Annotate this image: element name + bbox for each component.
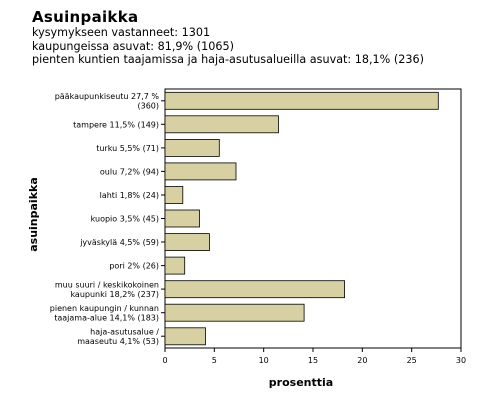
x-tick-label: 10 (259, 356, 269, 365)
chart-title: Asuinpaikka (32, 8, 139, 26)
rural-residents-line: pienten kuntien taajamissa ja haja-asutu… (32, 53, 424, 66)
bar (164, 303, 305, 322)
header: Asuinpaikka kysymykseen vastanneet: 1301… (32, 8, 424, 67)
category-label: muu suuri / keskikokoinen kaupunki 18,2% … (55, 280, 159, 299)
category-label: lahti 1,8% (24) (100, 191, 159, 200)
category-label-line: kuopio 3,5% (45) (91, 215, 159, 224)
x-axis-label: prosenttia (269, 376, 333, 389)
category-label-line: pienen kaupungin / kunnan (50, 304, 159, 313)
category-label-line: pori 2% (26) (109, 262, 159, 271)
category-label-line: kaupunki 18,2% (237) (70, 290, 159, 299)
bar (164, 186, 184, 204)
category-label-line: maaseutu 4,1% (53) (77, 337, 159, 346)
category-label: pääkaupunkiseutu 27,7 % (360) (55, 92, 160, 111)
category-label-line: oulu 7,2% (94) (100, 167, 159, 176)
category-label: kuopio 3,5% (45) (91, 215, 159, 224)
bar (164, 115, 279, 134)
x-tick-label: 20 (357, 356, 367, 365)
bar (164, 209, 200, 228)
x-tick-label: 15 (308, 356, 318, 365)
category-label-line: (360) (137, 102, 159, 111)
category-label: pori 2% (26) (109, 262, 159, 271)
category-label-line: haja-asutusalue / (90, 327, 159, 336)
x-tick-label: 25 (407, 356, 417, 365)
city-residents-line: kaupungeissa asuvat: 81,9% (1065) (32, 39, 234, 53)
category-label-line: turku 5,5% (71) (96, 144, 159, 153)
bar (164, 138, 220, 157)
x-tick-label: 5 (212, 356, 217, 365)
category-label: haja-asutusalue / maaseutu 4,1% (53) (77, 327, 159, 346)
respondents-line: kysymykseen vastanneet: 1301 (32, 26, 211, 39)
category-label: jyväskylä 4,5% (59) (79, 238, 159, 247)
x-tick-label: 30 (456, 356, 466, 365)
x-tick-label: 0 (162, 356, 167, 365)
category-label-line: muu suuri / keskikokoinen (55, 280, 159, 289)
category-label: oulu 7,2% (94) (100, 167, 159, 176)
y-axis-label: asuinpaikka (27, 177, 40, 252)
category-label-line: jyväskylä 4,5% (59) (79, 238, 159, 247)
category-label: tampere 11,5% (149) (73, 120, 159, 129)
bar (164, 256, 186, 275)
category-label: turku 5,5% (71) (96, 144, 159, 153)
category-label-line: pääkaupunkiseutu 27,7 % (55, 92, 160, 101)
bar (164, 280, 346, 299)
bar (164, 91, 439, 110)
bar (164, 162, 237, 181)
category-label-line: tampere 11,5% (149) (73, 120, 159, 129)
category-label: pienen kaupungin / kunnan taajama-alue 14… (50, 304, 159, 323)
bar (164, 327, 206, 346)
category-label-line: taajama-alue 14,1% (183) (54, 314, 159, 323)
bar (164, 233, 210, 252)
category-label-line: lahti 1,8% (24) (100, 191, 159, 200)
